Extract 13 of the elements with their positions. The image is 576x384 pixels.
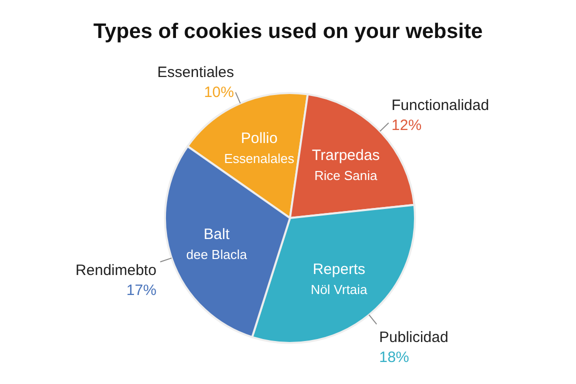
text: Pollio Essenalales <box>224 130 295 166</box>
text: Trarpedas Rice Sania <box>312 147 380 184</box>
text: Reperts Nöl Vrtaia <box>310 261 368 298</box>
slice-label: Essentiales <box>157 64 234 82</box>
slice-label: Functionalidad <box>392 96 490 114</box>
data-label: 10% <box>204 84 234 102</box>
slice-label: Rendimebto <box>76 262 156 280</box>
data-label: 17% <box>126 282 156 300</box>
data-label: 18% <box>379 348 410 366</box>
text: Balt dee Blacla <box>186 226 248 262</box>
slice-label: Publicidad <box>379 328 448 346</box>
data-label: 12% <box>392 116 422 134</box>
chart-title: Types of cookies used on your website <box>93 20 483 43</box>
